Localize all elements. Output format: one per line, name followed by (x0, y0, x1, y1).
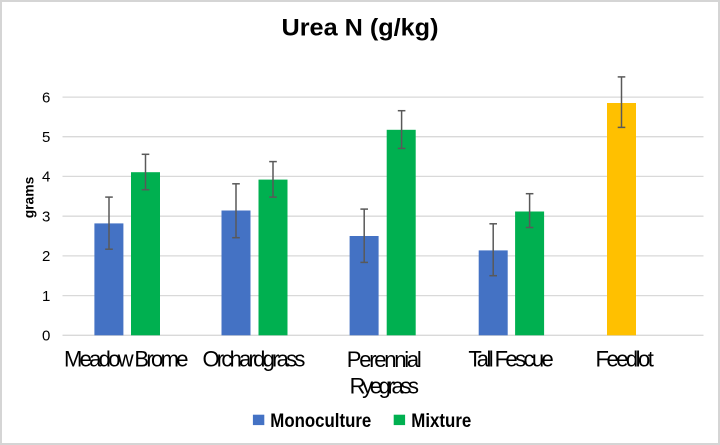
svg-text:4: 4 (42, 169, 50, 186)
svg-text:Meadow Brome: Meadow Brome (64, 347, 189, 372)
svg-text:Orchardgrass: Orchardgrass (202, 347, 305, 372)
svg-text:Monoculture: Monoculture (270, 410, 371, 432)
svg-text:1: 1 (42, 288, 50, 305)
svg-text:Ryegrass: Ryegrass (350, 374, 419, 399)
svg-text:Perennial: Perennial (347, 347, 422, 372)
svg-text:6: 6 (42, 89, 50, 106)
svg-text:grams: grams (21, 176, 37, 218)
svg-text:Tall Fescue: Tall Fescue (468, 347, 553, 372)
svg-text:Feedlot: Feedlot (596, 347, 654, 372)
svg-text:Urea N (g/kg): Urea N (g/kg) (282, 15, 439, 42)
svg-text:5: 5 (42, 129, 50, 146)
svg-text:Mixture: Mixture (411, 410, 471, 432)
svg-text:3: 3 (42, 208, 50, 225)
svg-text:2: 2 (42, 248, 50, 265)
svg-text:0: 0 (42, 328, 50, 345)
